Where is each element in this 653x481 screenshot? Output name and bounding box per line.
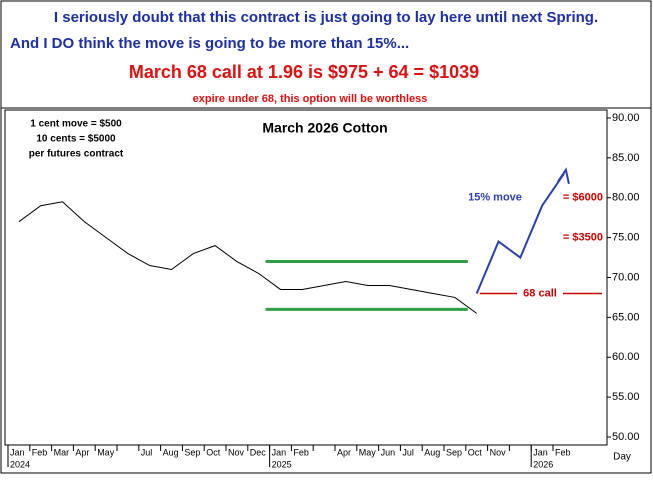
x-tick-label: Apr (75, 447, 89, 457)
x-tick-label: Dec (250, 447, 267, 457)
header-line: And I DO think the move is going to be m… (10, 35, 409, 52)
x-tick-label: Feb (555, 447, 571, 457)
x-tick-label: May (359, 447, 377, 457)
x-tick-label: Oct (206, 447, 221, 457)
y-tick-label: 70.00 (612, 271, 640, 283)
header-line: March 68 call at 1.96 is $975 + 64 = $10… (129, 62, 479, 82)
note: per futures contract (29, 149, 124, 160)
x-tick-label: May (97, 447, 115, 457)
level-label: = $6000 (563, 192, 603, 204)
x-tick-label: Jan (533, 447, 548, 457)
y-tick-label: 85.00 (612, 152, 640, 164)
x-tick-label: Sep (184, 447, 200, 457)
y-tick-label: 90.00 (612, 112, 640, 124)
call-label: 68 call (523, 287, 557, 299)
header-line: expire under 68, this option will be wor… (193, 93, 428, 105)
x-tick-label: Jan (272, 447, 287, 457)
x-tick-label: Nov (228, 447, 245, 457)
series-line (18, 201, 477, 314)
y-tick-label: 60.00 (612, 351, 640, 363)
x-tick-label: Sep (446, 447, 462, 457)
x-tick-label: Feb (32, 447, 48, 457)
y-tick-label: 65.00 (612, 311, 640, 323)
year-label: 2026 (533, 459, 553, 469)
x-tick-label: Aug (424, 447, 440, 457)
x-tick-label: Oct (468, 447, 483, 457)
series-line (475, 173, 565, 294)
x-tick-label: Nov (490, 447, 507, 457)
year-label: 2025 (272, 459, 292, 469)
x-axis-label: Day (613, 452, 631, 463)
x-tick-label: Jul (402, 447, 414, 457)
x-tick-label: Aug (163, 447, 179, 457)
x-tick-label: Jul (141, 447, 153, 457)
arrow-head (557, 167, 570, 185)
call-label-bg (517, 286, 563, 301)
year-label: 2024 (10, 459, 30, 469)
x-tick-label: Feb (293, 447, 309, 457)
x-tick-label: Jun (381, 447, 396, 457)
note: 10 cents = $5000 (36, 134, 116, 145)
y-tick-label: 50.00 (612, 431, 640, 443)
note: 1 cent move = $500 (30, 119, 122, 130)
y-tick-label: 75.00 (612, 232, 640, 244)
x-tick-label: Apr (337, 447, 351, 457)
move-label: 15% move (468, 192, 522, 204)
header-line: I seriously doubt that this contract is … (54, 9, 598, 26)
x-tick-label: Mar (54, 447, 70, 457)
y-tick-label: 80.00 (612, 192, 640, 204)
y-tick-label: 55.00 (612, 391, 640, 403)
x-tick-label: Jan (10, 447, 25, 457)
chart-title: March 2026 Cotton (262, 120, 387, 136)
level-label: = $3500 (563, 232, 603, 244)
